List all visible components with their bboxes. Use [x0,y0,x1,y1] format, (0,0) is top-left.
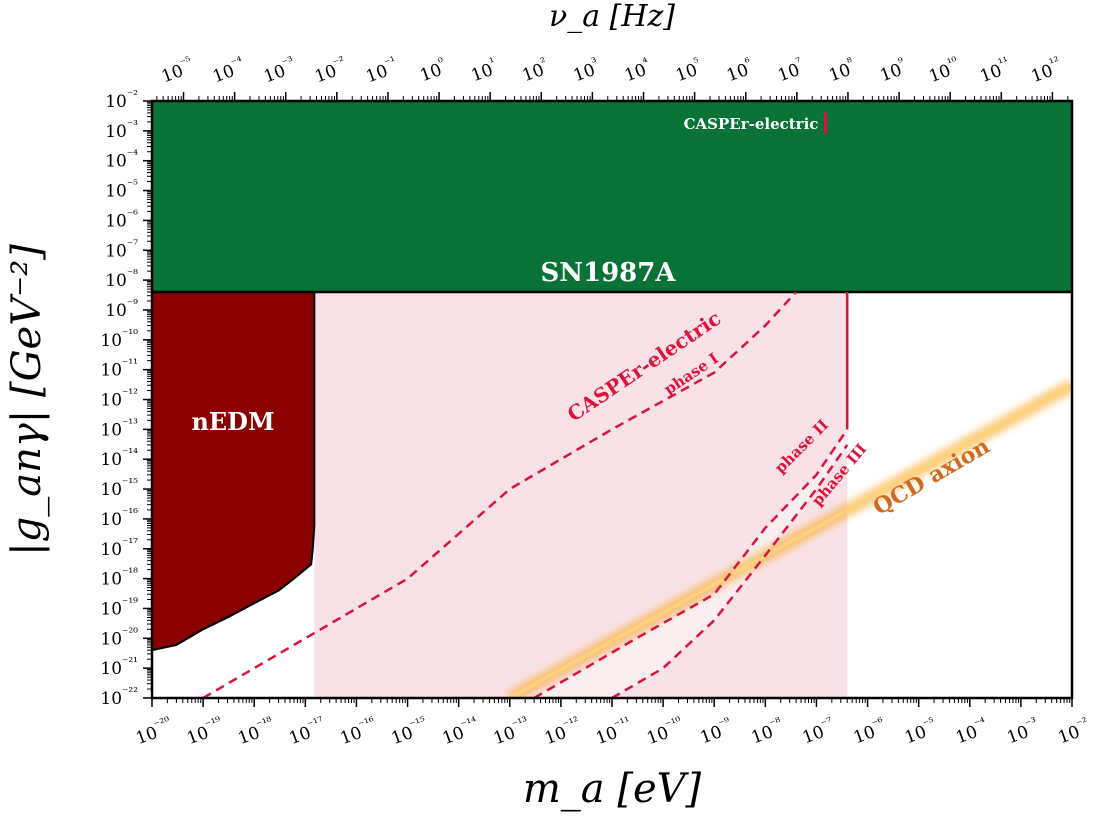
top-tick-label: 10⁷ [774,55,807,87]
top-tick-label: 10⁻¹ [362,54,401,88]
y-tick-label: 10⁻² [105,88,138,112]
phase-line-2 [533,428,849,698]
y-tick-label: 10⁻⁸ [105,267,138,291]
top-tick-label: 10¹² [1027,54,1065,87]
x-tick-label: 10⁻¹³ [490,714,534,749]
x-tick-label: 10⁻¹¹ [592,714,636,749]
qcd-axion-band [508,383,1072,698]
y-tick-label: 10⁻²⁰ [100,625,138,649]
top-tick-label: 10¹⁰ [925,54,963,87]
y-tick-label: 10⁻¹⁶ [100,506,138,530]
top-tick-label: 10⁻⁵ [158,53,197,87]
sn1987a-region [152,101,1072,292]
x-tick-label: 10⁻⁴ [952,714,991,748]
top-axis-title: ν_a [Hz] [549,0,675,34]
y-tick-label: 10⁻¹³ [100,416,138,440]
y-tick-label: 10⁻⁵ [105,178,138,202]
x-tick-label: 10⁻⁷ [799,714,838,748]
nedm-label: nEDM [191,407,274,436]
sn1987a-label: SN1987A [540,258,676,288]
phase-line-1 [202,291,798,698]
x-axis-title: m_a [eV] [523,766,702,812]
y-tick-label: 10⁻¹¹ [100,357,138,381]
y-tick-label: 10⁻⁷ [105,237,138,261]
x-tick-label: 10⁻³ [1003,714,1042,748]
y-tick-label: 10⁻¹² [100,387,138,411]
top-tick-label: 10³ [569,55,602,87]
x-tick-label: 10⁻⁶ [850,714,889,748]
y-tick-label: 10⁻⁶ [105,207,138,231]
x-tick-label: 10⁻¹⁹ [183,714,227,749]
y-axis-title: |g_anγ| [GeV⁻²] [4,244,50,556]
qcd-axion-label: QCD axion [869,433,994,520]
casper-electric-region [314,291,848,698]
nedm-boundary [152,291,316,652]
y-tick-label: 10⁻¹⁸ [100,566,138,590]
y-tick-label: 10⁻⁴ [105,148,138,172]
top-tick-label: 10⁶ [723,55,756,87]
y-tick-label: 10⁻²² [100,685,138,709]
nedm-region [152,291,315,651]
top-tick-label: 10⁴ [621,55,654,87]
x-tick-label: 10⁻⁵ [901,714,940,748]
top-tick-label: 10⁻² [311,53,350,87]
y-tick-label: 10⁻³ [105,118,138,142]
y-tick-label: 10⁻¹⁴ [100,446,138,470]
top-tick-label: 10⁸ [825,55,858,87]
x-tick-label: 10⁻⁸ [747,714,786,748]
x-tick-label: 10⁻¹⁶ [336,714,380,749]
x-tick-label: 10⁻¹⁷ [285,714,329,749]
top-tick-label: 10⁵ [672,55,705,87]
y-tick-label: 10⁻¹⁰ [100,327,138,351]
top-tick-label: 10⁹ [876,55,909,87]
x-tick-label: 10⁻²⁰ [132,714,176,749]
phase-line-3 [611,444,849,698]
x-tick-label: 10⁻¹⁸ [234,714,278,749]
y-tick-label: 10⁻²¹ [100,655,138,679]
x-tick-label: 10⁻¹⁵ [387,714,431,749]
top-tick-label: 10¹¹ [976,54,1014,87]
top-tick-label: 10⁻⁴ [209,53,248,87]
x-tick-label: 10⁻⁹ [696,714,735,748]
x-tick-label: 10⁻² [1054,714,1093,748]
top-tick-label: 10⁰ [416,55,449,87]
y-tick-label: 10⁻¹⁷ [100,536,138,560]
y-tick-label: 10⁻⁹ [105,297,138,321]
x-tick-label: 10⁻¹⁰ [643,714,687,749]
x-tick-label: 10⁻¹² [541,714,585,749]
top-tick-label: 10⁻³ [260,53,299,87]
casper-electric-marker-label: CASPEr-electric [684,115,819,133]
y-tick-label: 10⁻¹⁹ [100,595,138,619]
top-tick-label: 10² [518,55,551,87]
top-tick-label: 10¹ [467,55,500,87]
y-tick-label: 10⁻¹⁵ [100,476,138,500]
x-tick-label: 10⁻¹⁴ [438,714,482,749]
